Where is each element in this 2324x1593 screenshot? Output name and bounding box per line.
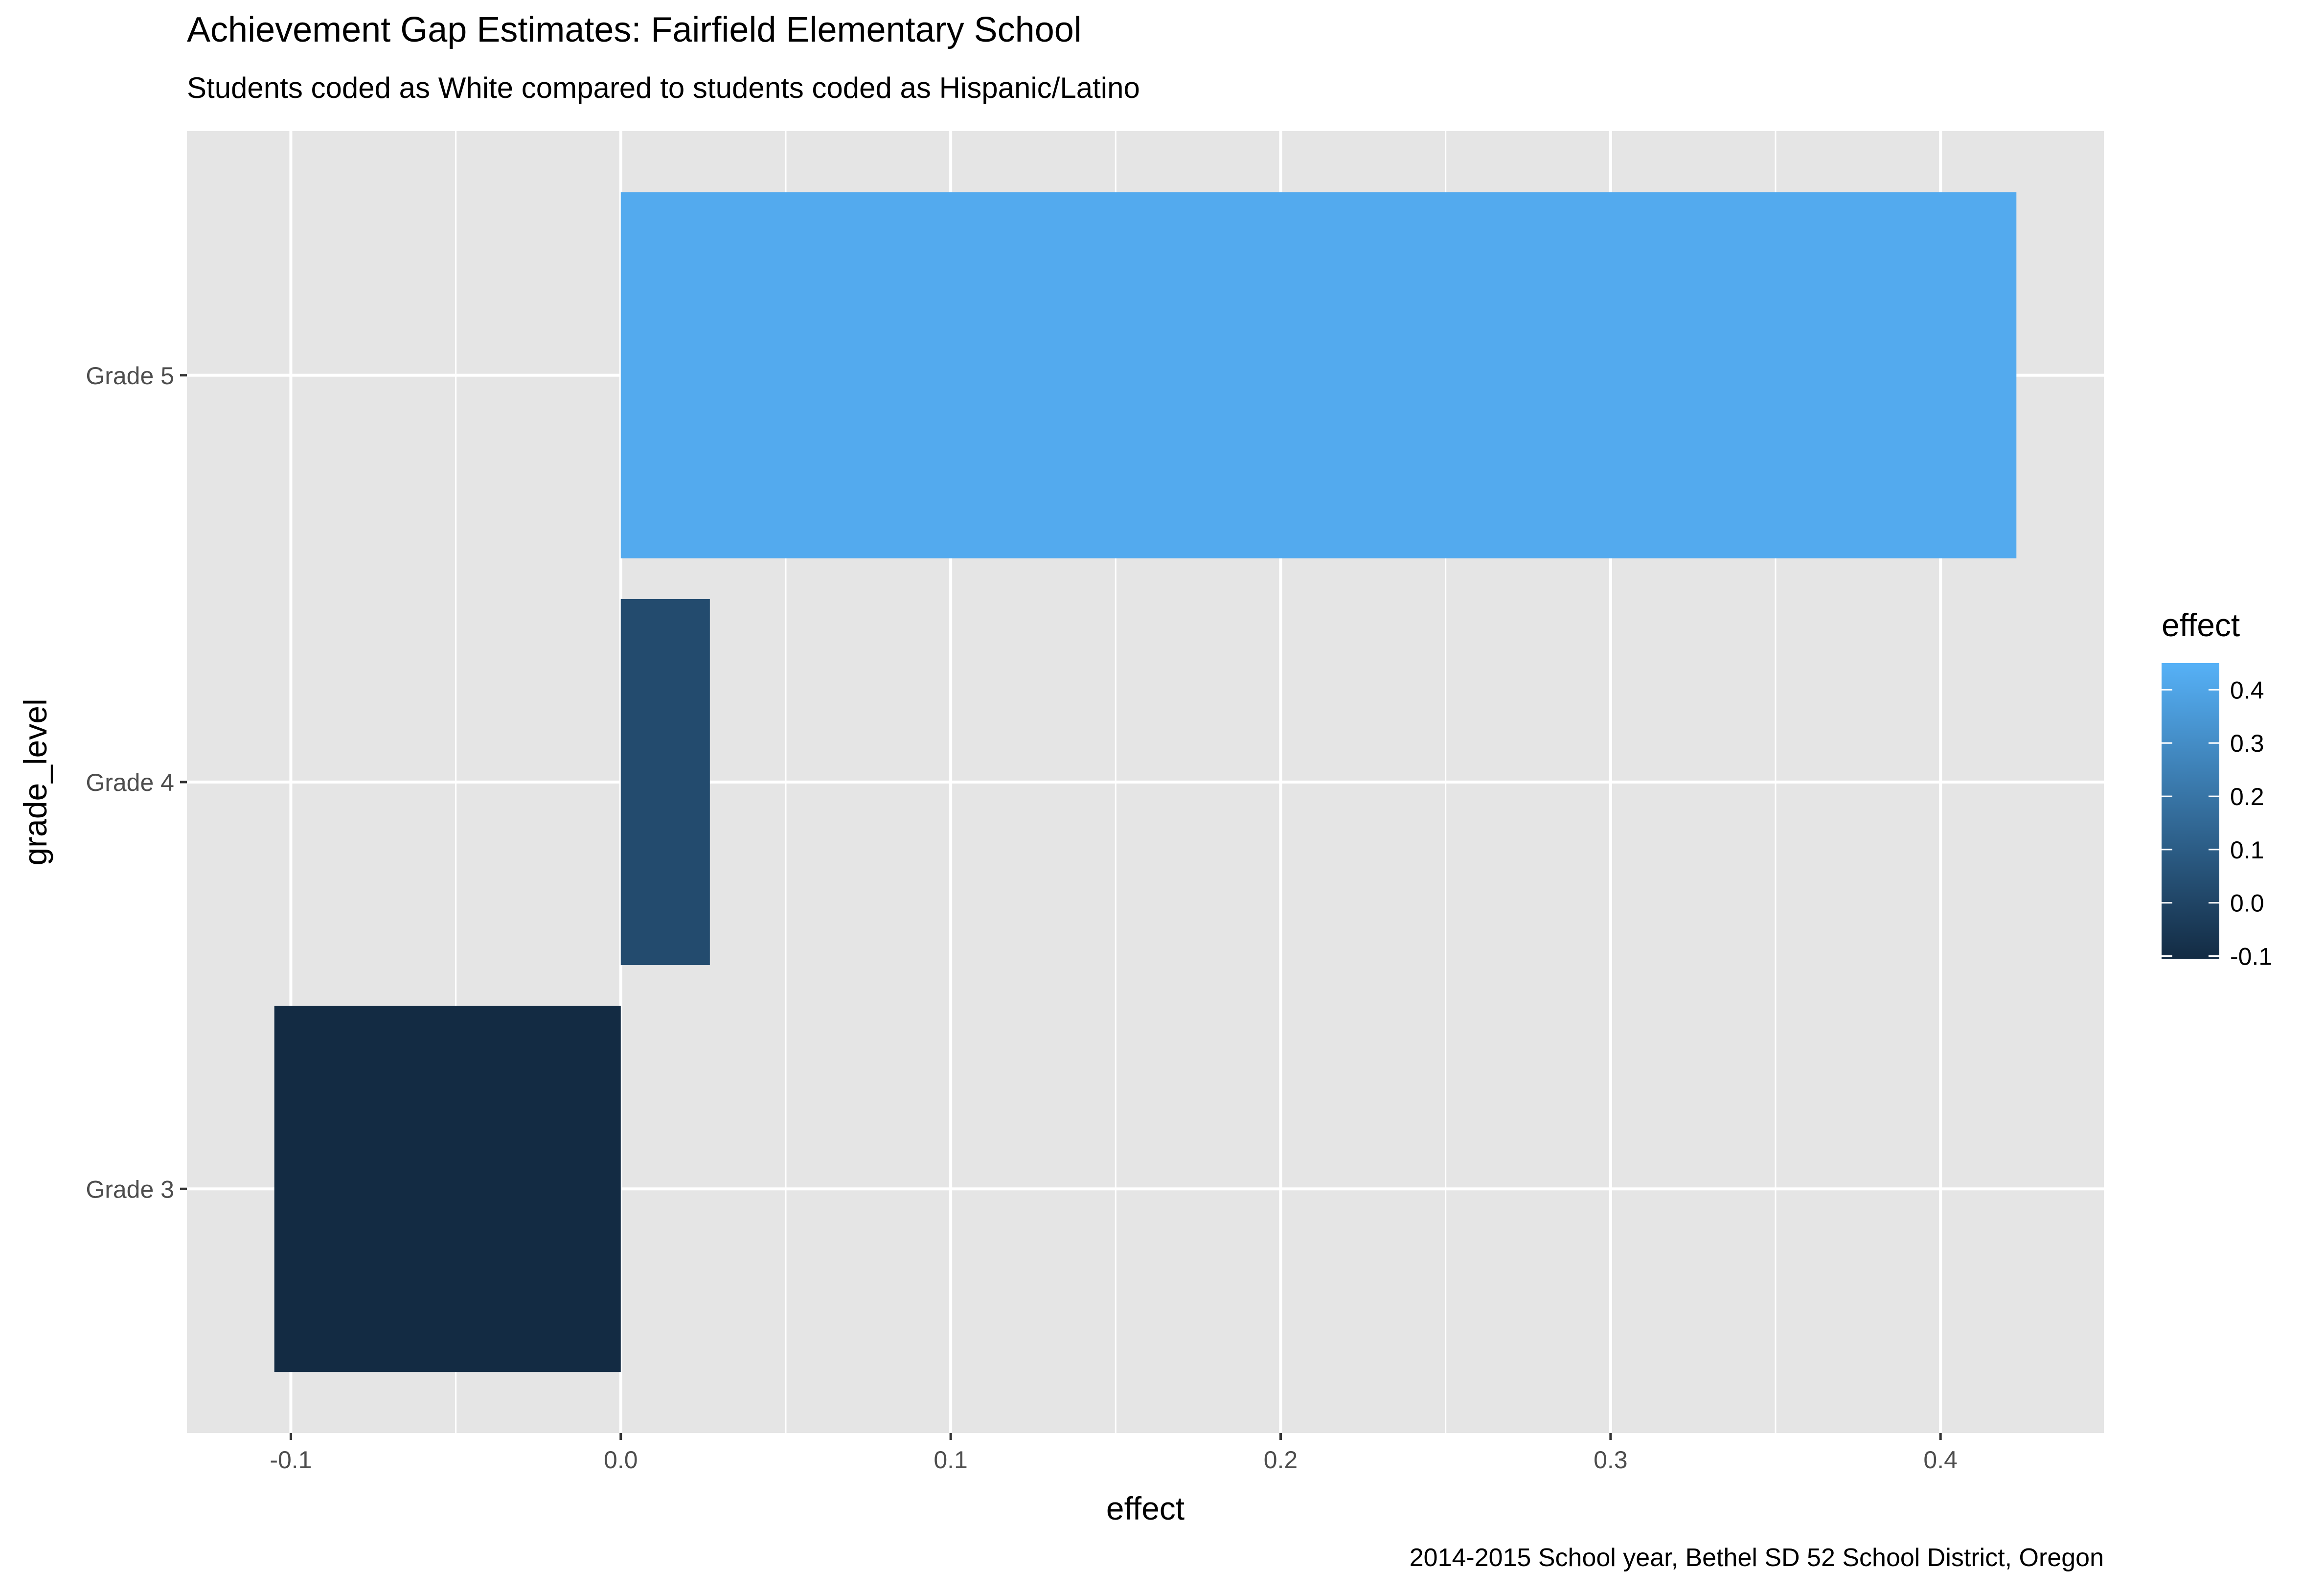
y-tick-label: Grade 4 — [86, 769, 174, 796]
legend-tick-label: 0.0 — [2230, 890, 2264, 917]
y-axis-label: grade_level — [17, 698, 53, 865]
y-axis-ticks: Grade 3 Grade 4 Grade 5 — [86, 362, 187, 1203]
legend-tick-label: 0.1 — [2230, 836, 2264, 864]
x-tick-label: -0.1 — [270, 1446, 312, 1474]
chart-subtitle: Students coded as White compared to stud… — [187, 71, 1140, 104]
legend-ticks: 0.4 0.3 0.2 0.1 0.0 -0.1 — [2162, 676, 2272, 970]
x-axis-label: effect — [1106, 1490, 1185, 1526]
x-tick-label: 0.2 — [1264, 1446, 1298, 1474]
legend-tick-label: 0.3 — [2230, 730, 2264, 757]
x-tick-label: 0.0 — [604, 1446, 638, 1474]
chart-title: Achievement Gap Estimates: Fairfield Ele… — [187, 10, 1082, 49]
x-tick-label: 0.3 — [1594, 1446, 1628, 1474]
y-tick-label: Grade 5 — [86, 362, 174, 390]
bar-grade-4 — [620, 599, 710, 966]
x-tick-label: 0.4 — [1923, 1446, 1958, 1474]
legend-tick-label: 0.2 — [2230, 783, 2264, 810]
x-tick-label: 0.1 — [934, 1446, 968, 1474]
bar-grade-5 — [620, 192, 2017, 558]
x-axis-ticks: -0.1 0.0 0.1 0.2 0.3 0.4 — [270, 1433, 1958, 1474]
legend-tick-label: -0.1 — [2230, 943, 2272, 970]
bars — [274, 192, 2017, 1372]
chart-caption: 2014-2015 School year, Bethel SD 52 Scho… — [1410, 1544, 2104, 1572]
y-tick-label: Grade 3 — [86, 1176, 174, 1203]
bar-grade-3 — [274, 1006, 621, 1372]
legend-colorbar: effect 0.4 0.3 0.2 0.1 0.0 -0.1 — [2162, 607, 2272, 970]
legend-tick-label: 0.4 — [2230, 676, 2264, 704]
colorbar — [2162, 663, 2219, 959]
legend-title: effect — [2162, 607, 2240, 643]
